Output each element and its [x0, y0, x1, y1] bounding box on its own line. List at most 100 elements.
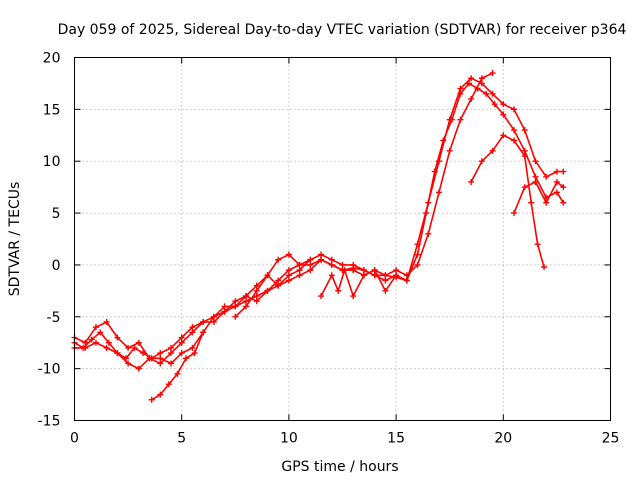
data-point [243, 303, 250, 310]
data-point [491, 101, 498, 108]
data-point [82, 339, 89, 346]
data-point [167, 344, 174, 351]
series-line [234, 253, 312, 318]
data-point [157, 350, 164, 357]
x-tick-label: 10 [280, 431, 298, 447]
x-tick-label: 15 [387, 431, 405, 447]
data-point [157, 355, 164, 362]
data-point [221, 308, 228, 315]
data-point [360, 272, 367, 279]
data-series-layer [71, 70, 567, 403]
data-point [318, 251, 325, 258]
data-point [275, 282, 282, 289]
data-point [243, 293, 250, 300]
data-point [489, 90, 496, 97]
x-tick-label: 0 [70, 431, 79, 447]
data-point [560, 199, 567, 206]
data-point [285, 277, 292, 284]
data-point [285, 251, 292, 258]
data-point [125, 360, 132, 367]
data-point [82, 344, 89, 351]
data-point [393, 272, 400, 279]
y-axis-title: SDTVAR / TECUs [7, 182, 23, 297]
data-point [88, 336, 95, 343]
data-point [253, 298, 260, 305]
data-point [125, 344, 132, 351]
data-point [483, 90, 490, 97]
data-point [560, 184, 567, 191]
axis-ticks: 0 5 10 15 20 25 -15 -10 -5 0 5 10 15 20 [38, 51, 620, 447]
data-point [360, 267, 367, 274]
data-point [341, 267, 348, 274]
data-point [296, 272, 303, 279]
data-point [560, 168, 567, 175]
series-track-1 [71, 80, 567, 362]
data-point [232, 298, 239, 305]
series-track-6 [318, 267, 400, 300]
data-point [307, 261, 314, 268]
series-track-7 [468, 132, 548, 271]
data-point [92, 339, 99, 346]
data-point [114, 334, 121, 341]
data-point [500, 101, 507, 108]
data-point [146, 355, 153, 362]
series-line [73, 72, 494, 370]
data-point [307, 256, 314, 263]
data-point [200, 318, 207, 325]
data-point [189, 329, 196, 336]
data-point [167, 360, 174, 367]
data-point [285, 267, 292, 274]
data-point [328, 261, 335, 268]
series-track-3 [71, 70, 496, 372]
data-point [210, 313, 217, 320]
data-point [103, 318, 110, 325]
data-point [264, 287, 271, 294]
data-point [296, 267, 303, 274]
data-point [541, 264, 548, 271]
data-point [285, 272, 292, 279]
data-point [403, 272, 410, 279]
data-point [307, 267, 314, 274]
x-tick-label: 5 [177, 431, 186, 447]
series-track-8 [511, 178, 567, 217]
data-point [178, 350, 185, 357]
data-point [253, 282, 260, 289]
data-point [468, 95, 475, 102]
data-point [165, 381, 172, 388]
data-point [446, 147, 453, 154]
data-point [553, 178, 560, 185]
data-point [167, 350, 174, 357]
data-point [318, 256, 325, 263]
x-tick-label: 20 [494, 431, 512, 447]
data-point [414, 261, 421, 268]
data-point [403, 277, 410, 284]
data-point [393, 267, 400, 274]
data-point [114, 350, 121, 357]
series-track-2 [71, 75, 567, 367]
y-tick-label: 0 [52, 258, 61, 274]
data-point [335, 287, 342, 294]
data-point [465, 80, 472, 87]
data-point [253, 287, 260, 294]
data-point [543, 173, 550, 180]
data-point [243, 298, 250, 305]
data-point [178, 339, 185, 346]
data-point [414, 251, 421, 258]
y-tick-label: 15 [43, 102, 61, 118]
y-tick-label: 20 [43, 51, 61, 67]
y-tick-label: 10 [43, 154, 61, 170]
y-tick-label: 5 [52, 206, 61, 222]
plot-frame [74, 57, 611, 421]
data-point [478, 158, 485, 165]
data-point [500, 132, 507, 139]
data-point [425, 230, 432, 237]
data-point [105, 339, 112, 346]
data-point [521, 147, 528, 154]
data-point [446, 116, 453, 123]
grid-lines [74, 57, 611, 421]
data-point [489, 147, 496, 154]
data-point [296, 261, 303, 268]
data-point [148, 396, 155, 403]
series-track-4 [148, 329, 207, 403]
